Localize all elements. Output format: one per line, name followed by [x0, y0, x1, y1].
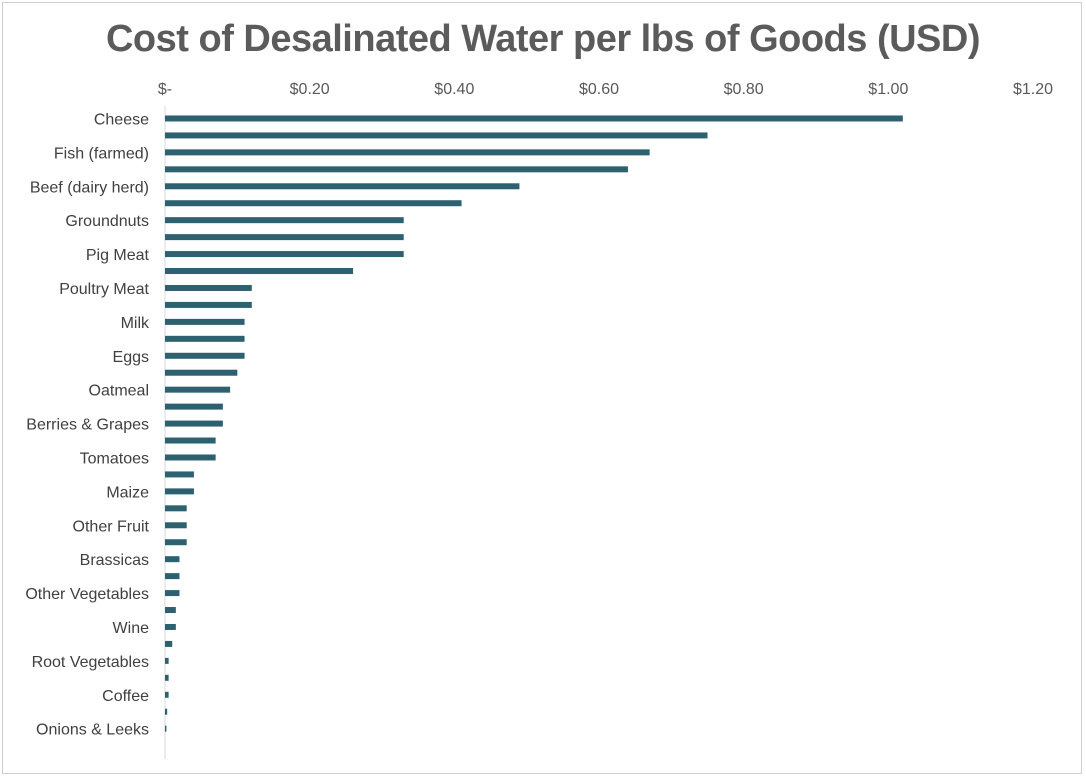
bar — [165, 301, 252, 308]
bar — [165, 623, 176, 630]
bar — [165, 403, 223, 410]
bar — [165, 268, 354, 275]
bar — [165, 369, 238, 376]
bar — [165, 471, 194, 478]
bar — [165, 352, 245, 359]
bar — [165, 149, 650, 156]
bar — [165, 590, 180, 597]
bars — [165, 115, 903, 732]
category-label: Berries & Grapes — [26, 417, 149, 434]
bar — [165, 386, 231, 393]
bar — [165, 640, 173, 647]
category-label: Other Vegetables — [25, 586, 149, 603]
bar — [165, 318, 245, 325]
bar — [165, 200, 462, 207]
bar — [165, 437, 216, 444]
bar — [165, 556, 180, 563]
x-tick-label: $0.60 — [579, 81, 619, 98]
bar — [165, 657, 169, 664]
bar — [165, 335, 245, 342]
category-label: Wine — [113, 620, 150, 637]
bar — [165, 183, 520, 190]
bar — [165, 132, 708, 139]
bar — [165, 420, 223, 427]
category-label: Oatmeal — [89, 383, 149, 400]
x-tick-label: $0.80 — [724, 81, 764, 98]
category-label: Brassicas — [80, 552, 149, 569]
bar — [165, 573, 180, 580]
category-label: Coffee — [102, 688, 149, 705]
bar — [165, 505, 187, 512]
bar — [165, 708, 168, 715]
bar — [165, 251, 404, 258]
x-tick-label: $- — [158, 81, 172, 98]
category-label: Root Vegetables — [32, 654, 149, 671]
bar — [165, 488, 194, 495]
chart-title: Cost of Desalinated Water per lbs of Goo… — [105, 18, 981, 60]
bar — [165, 115, 903, 122]
bar — [165, 166, 628, 173]
category-labels: Cheese Fish (farmed) Beef (dairy herd) Grou… — [25, 111, 150, 738]
x-tick-label: $1.20 — [1013, 81, 1053, 98]
category-label: Maize — [106, 484, 149, 501]
bar — [165, 522, 187, 529]
category-label: Cheese — [94, 111, 149, 128]
x-tick-label: $0.40 — [434, 81, 474, 98]
bar — [165, 284, 252, 291]
x-axis-ticks: $- $0.20 $0.40 $0.60 $0.80 $1.00 $1.20 — [158, 81, 1053, 98]
bar — [165, 607, 176, 614]
x-tick-label: $1.00 — [868, 81, 908, 98]
bar — [165, 454, 216, 461]
category-label: Groundnuts — [65, 213, 149, 230]
category-label: Beef (dairy herd) — [30, 179, 149, 196]
category-label: Milk — [121, 315, 150, 332]
bar — [165, 725, 167, 732]
bar — [165, 691, 169, 698]
bar — [165, 539, 187, 546]
bar — [165, 234, 404, 241]
category-label: Poultry Meat — [59, 281, 149, 298]
category-label: Fish (farmed) — [54, 145, 149, 162]
category-label: Tomatoes — [80, 450, 149, 467]
category-label: Pig Meat — [86, 247, 150, 264]
bar — [165, 674, 169, 681]
category-label: Other Fruit — [73, 518, 150, 535]
category-label: Onions & Leeks — [36, 722, 149, 739]
bar — [165, 217, 404, 224]
x-tick-label: $0.20 — [290, 81, 330, 98]
category-label: Eggs — [113, 349, 149, 366]
